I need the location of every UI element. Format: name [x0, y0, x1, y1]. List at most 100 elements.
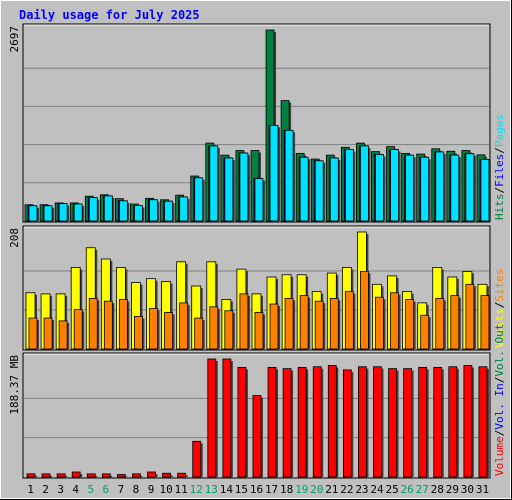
sites-bar-shadow: [398, 294, 401, 349]
sites-bar-shadow: [293, 300, 296, 349]
sites-bar: [134, 315, 143, 350]
x-tick-label: 2: [42, 483, 49, 496]
volume-bar: [463, 365, 473, 478]
sites-bar-shadow: [383, 299, 386, 349]
sites-bar-shadow: [217, 308, 220, 349]
pages-bar-shadow: [97, 199, 100, 221]
x-tick-label: 28: [431, 483, 444, 496]
pages-bar-shadow: [428, 159, 431, 221]
pages-bar: [239, 152, 249, 222]
pages-bar: [58, 203, 68, 222]
sites-bar: [239, 293, 249, 350]
volume-bar-shadow: [140, 475, 143, 477]
x-tick-label: 17: [265, 483, 278, 496]
sites-bar-shadow: [172, 314, 175, 349]
volume-bar: [222, 358, 232, 478]
sites-bar: [435, 297, 445, 350]
sites-bar: [73, 309, 83, 350]
pages-bar-shadow: [172, 203, 175, 221]
x-tick-label: 22: [340, 483, 353, 496]
volume-bar-shadow: [65, 475, 68, 477]
sites-bar: [118, 299, 128, 350]
volume-bar-shadow: [381, 368, 384, 477]
x-tick-label: 21: [325, 483, 338, 496]
x-tick-label: 1: [27, 483, 34, 496]
volume-bar-shadow: [155, 473, 158, 477]
volume-bar-shadow: [426, 369, 429, 477]
volume-bar-shadow: [471, 367, 474, 477]
volume-bar-shadow: [486, 368, 489, 477]
sites-bar: [344, 291, 354, 350]
pages-bar: [375, 154, 384, 222]
pages-bar: [43, 205, 53, 222]
sites-bar-shadow: [142, 318, 145, 349]
sites-bar-shadow: [278, 306, 281, 349]
volume-bar-shadow: [125, 476, 128, 477]
legend-entry: Sites: [493, 269, 506, 302]
sites-bar-shadow: [488, 297, 491, 349]
pages-bar-shadow: [308, 159, 311, 221]
pages-bar: [254, 178, 264, 222]
volume-bar-shadow: [321, 368, 324, 477]
series-legend: Volume/Vol. In/Vol. Out: [493, 324, 506, 476]
x-tick-label: 10: [159, 483, 172, 496]
volume-bar: [71, 471, 81, 478]
sites-bar-shadow: [67, 322, 70, 349]
pages-bar-shadow: [413, 157, 416, 221]
sites-bar: [375, 296, 384, 350]
volume-bar-shadow: [110, 475, 113, 477]
sites-bar: [149, 308, 158, 350]
pages-bar-shadow: [368, 147, 371, 221]
sites-bar-shadow: [202, 320, 205, 349]
x-axis-labels: 1 2 3 4 5 6 7 8 9 10 11 12 13 14 15 16 17 18 19 20 21 22 23 24 2…: [27, 483, 489, 496]
volume-bar-shadow: [396, 370, 399, 477]
pages-bar-shadow: [247, 155, 250, 221]
pages-bar: [480, 158, 490, 222]
pages-bar: [164, 200, 173, 222]
sites-bar-shadow: [323, 303, 326, 349]
max-value-label: 2697: [8, 26, 21, 53]
pages-bar-shadow: [52, 207, 55, 221]
sites-bar: [390, 292, 399, 350]
sites-bar: [103, 300, 113, 350]
sites-bar: [209, 306, 219, 350]
sites-bar-shadow: [247, 295, 250, 349]
sites-bar: [450, 295, 460, 350]
x-tick-label: 19: [295, 483, 308, 496]
pages-bar-shadow: [202, 179, 205, 221]
pages-bar: [88, 197, 98, 222]
volume-bar-shadow: [80, 473, 83, 477]
x-tick-label: 4: [72, 483, 79, 496]
chart-panels: 2697Hits/Files/Pages208Visits/Sites188.3…: [8, 23, 506, 479]
pages-bar: [450, 154, 460, 222]
volume-bar: [132, 473, 141, 478]
max-value-label: 208: [8, 228, 21, 248]
pages-bar-shadow: [37, 207, 39, 221]
legend-entry: Visits: [493, 308, 506, 348]
volume-bar-shadow: [185, 475, 188, 477]
volume-bar: [358, 366, 367, 478]
legend-entry: /: [493, 147, 506, 154]
sites-bar: [329, 297, 339, 350]
x-tick-label: 13: [205, 483, 218, 496]
visits-bar-shadow: [80, 269, 83, 349]
volume-bar: [448, 366, 458, 478]
legend-entry: Volume: [493, 436, 506, 476]
chart-title: Daily usage for July 2025: [19, 8, 200, 22]
volume-bar: [162, 472, 171, 478]
series-legend: Hits/Files/Pages: [493, 114, 506, 220]
volume-bar-shadow: [170, 475, 173, 477]
x-tick-label: 5: [87, 483, 94, 496]
volume-bar: [373, 366, 382, 478]
pages-bar: [149, 199, 158, 222]
pages-bar: [194, 177, 204, 222]
pages-bar: [284, 129, 294, 222]
visits-bar-shadow: [215, 263, 218, 349]
volume-bar-shadow: [411, 370, 414, 477]
sites-bar-shadow: [37, 320, 39, 349]
legend-entry: Vol. Out: [493, 324, 506, 377]
pages-bar-shadow: [82, 206, 85, 221]
sites-bar-shadow: [262, 314, 265, 349]
x-tick-label: 25: [385, 483, 398, 496]
